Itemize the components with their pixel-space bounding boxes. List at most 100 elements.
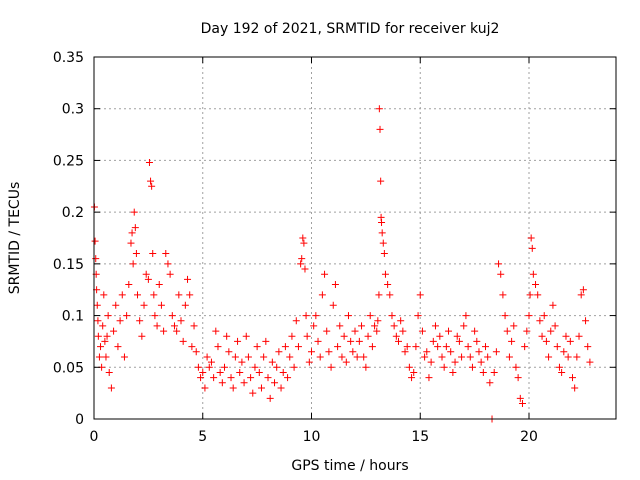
data-point [569, 374, 576, 382]
data-point [92, 255, 100, 263]
data-point [93, 301, 101, 309]
data-point [286, 353, 294, 361]
data-point [584, 343, 592, 351]
data-point [253, 343, 261, 351]
y-tick-label: 0.05 [53, 360, 84, 376]
data-point [458, 353, 466, 361]
data-point [528, 244, 536, 252]
data-point [310, 322, 318, 330]
data-point [355, 337, 363, 345]
data-point [91, 237, 99, 245]
data-point [399, 327, 407, 335]
data-point [386, 291, 394, 299]
data-point [495, 260, 503, 268]
data-point [418, 327, 426, 335]
data-point [321, 270, 329, 278]
data-point [175, 291, 183, 299]
data-point [225, 348, 233, 356]
data-point [551, 322, 559, 330]
data-point [416, 291, 424, 299]
data-point [477, 358, 485, 366]
plot-frame [93, 56, 617, 420]
data-point [314, 337, 322, 345]
data-point [128, 229, 136, 237]
data-point [566, 337, 574, 345]
data-point [564, 353, 572, 361]
data-point [342, 358, 350, 366]
chart-title: Day 192 of 2021, SRMTID for receiver kuj… [201, 21, 500, 37]
data-point [562, 332, 570, 340]
data-point [534, 291, 542, 299]
data-point [390, 322, 398, 330]
data-point [514, 374, 522, 382]
data-point [338, 353, 346, 361]
data-point [560, 348, 568, 356]
x-tick-label: 0 [90, 429, 99, 445]
data-point [362, 363, 370, 371]
data-point [462, 312, 470, 320]
data-point [192, 348, 200, 356]
x-tick-label: 5 [198, 429, 207, 445]
data-point [105, 368, 113, 376]
data-point [405, 363, 413, 371]
data-point [136, 317, 144, 325]
data-point [532, 281, 540, 289]
data-point [347, 337, 355, 345]
data-point [147, 177, 155, 185]
data-point [132, 250, 140, 258]
data-point [431, 322, 439, 330]
data-point [364, 332, 372, 340]
data-point [453, 332, 461, 340]
data-point [199, 368, 207, 376]
data-point [160, 327, 168, 335]
data-point [308, 348, 315, 356]
data-point [540, 312, 548, 320]
data-point [288, 332, 296, 340]
data-point [97, 343, 105, 351]
data-point [305, 358, 313, 366]
data-point [575, 332, 583, 340]
data-point [201, 384, 209, 392]
data-point [271, 379, 279, 387]
data-point [455, 337, 463, 345]
data-point [482, 343, 489, 351]
x-tick-label: 10 [303, 429, 321, 445]
data-point [231, 353, 239, 361]
data-point [94, 332, 102, 340]
data-point [340, 332, 348, 340]
data-point [466, 353, 474, 361]
data-points [90, 105, 594, 423]
data-point [516, 394, 524, 402]
data-point [131, 224, 139, 232]
data-point [423, 348, 431, 356]
data-point [221, 363, 228, 371]
data-point [312, 312, 320, 320]
data-point [125, 281, 133, 289]
data-point [553, 343, 561, 351]
data-point [170, 322, 178, 330]
data-point [155, 281, 163, 289]
data-point [410, 368, 418, 376]
data-point [344, 312, 352, 320]
data-point [421, 353, 429, 361]
data-point [392, 332, 400, 340]
data-point [290, 363, 298, 371]
data-point [134, 291, 141, 299]
data-point [334, 343, 342, 351]
data-point [223, 332, 231, 340]
data-point [240, 379, 248, 387]
data-point [255, 368, 263, 376]
data-point [275, 348, 283, 356]
data-point [316, 353, 324, 361]
data-point [104, 312, 112, 320]
data-point [358, 322, 366, 330]
data-point [471, 327, 479, 335]
data-point [238, 358, 246, 366]
data-point [251, 363, 259, 371]
data-point [505, 353, 513, 361]
data-point [353, 353, 361, 361]
data-point [129, 260, 137, 268]
data-point [112, 301, 120, 309]
data-point [273, 363, 281, 371]
data-point [242, 332, 250, 340]
